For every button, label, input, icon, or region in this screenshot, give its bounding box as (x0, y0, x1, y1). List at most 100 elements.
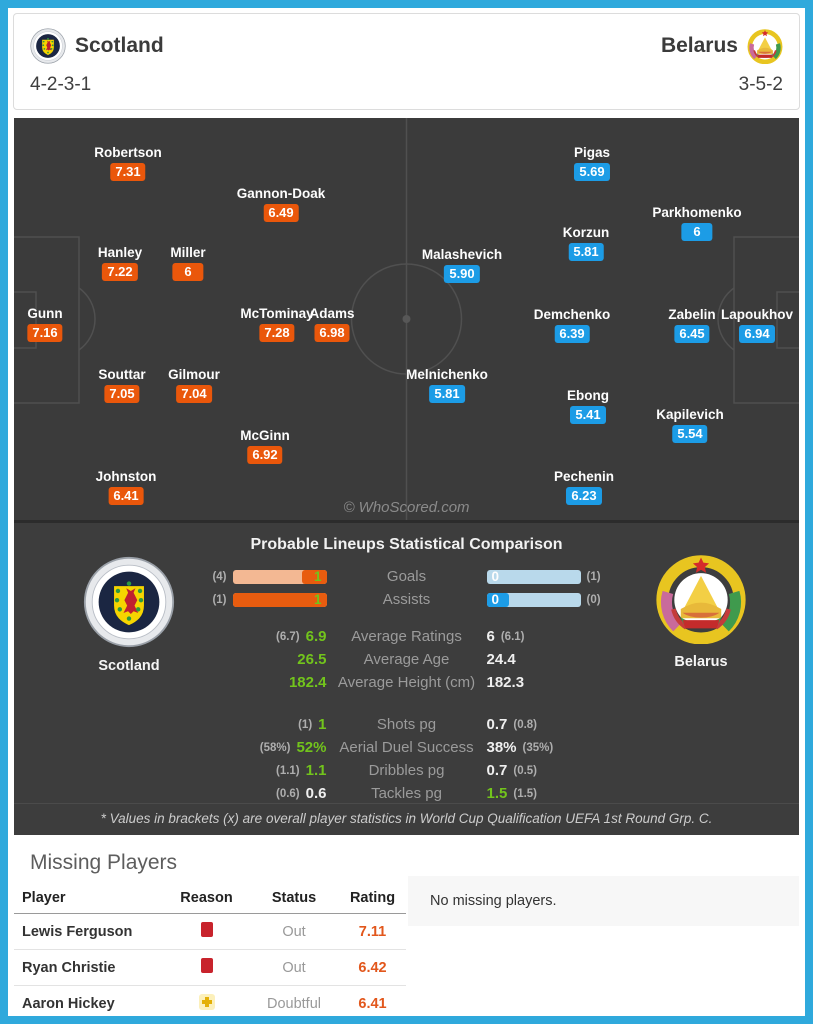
missing-player-rating: 7.11 (339, 913, 406, 950)
missing-players-title: Missing Players (30, 851, 178, 874)
stat-label: Shots pg (376, 716, 437, 733)
home-lineup-value: 0.6 (305, 785, 327, 802)
player-rating-badge: 6.49 (263, 204, 299, 222)
home-goals-bar: 1 (232, 568, 327, 584)
comparison-footnote: * Values in brackets (x) are overall pla… (14, 803, 799, 835)
player-chip-korzun[interactable]: Korzun 5.81 (563, 224, 609, 261)
home-team-link[interactable]: Scotland (30, 28, 164, 64)
stat-row-aerial-duel: (58%) 52% Aerial Duel Success 38% (35%) (167, 737, 647, 758)
home-lineup-value: 1 (318, 716, 327, 733)
player-chip-lapoukhov[interactable]: Lapoukhov 6.94 (721, 306, 793, 343)
player-chip-johnston[interactable]: Johnston 6.41 (96, 468, 156, 505)
away-overall-value: (1) (586, 570, 601, 583)
home-overall-value: (58%) (259, 741, 291, 754)
missing-player-rating: 6.41 (358, 996, 387, 1012)
home-assists-bar: 1 (232, 592, 327, 607)
stat-label: Average Age (363, 651, 450, 668)
player-name: Parkhomenko (652, 205, 742, 220)
player-chip-melnichenko[interactable]: Melnichenko 5.81 (406, 366, 488, 403)
player-chip-kapilevich[interactable]: Kapilevich 5.54 (656, 406, 724, 443)
column-header-reason: Reason (164, 883, 249, 914)
player-rating-badge: 7.05 (104, 385, 140, 403)
player-name: Pechenin (553, 469, 615, 484)
stat-row-assists: (1) 1 Assists 0 (0) (167, 589, 647, 610)
missing-player-link[interactable]: Lewis Ferguson (14, 913, 164, 950)
away-lineup-value: 0 (491, 568, 500, 584)
stat-label: Dribbles pg (368, 762, 445, 779)
home-lineup-value: 1 (313, 568, 322, 584)
away-overall-value: (0.5) (513, 764, 538, 777)
stat-row-tackles-pg: (0.6) 0.6 Tackles pg 1.5 (1.5) (167, 783, 647, 804)
player-name: Souttar (98, 367, 146, 382)
player-chip-pigas[interactable]: Pigas 5.69 (574, 144, 610, 181)
stat-label: Aerial Duel Success (339, 739, 474, 756)
player-chip-gannon-doak[interactable]: Gannon-Doak 6.49 (237, 185, 325, 222)
stat-row-dribbles-pg: (1.1) 1.1 Dribbles pg 0.7 (0.5) (167, 760, 647, 781)
table-row: Ryan Christie Out 6.42 (14, 949, 406, 986)
player-rating-badge: 7.04 (176, 385, 212, 403)
team-row: Scotland Belarus (30, 24, 783, 68)
table-row: Aaron Hickey Doubtful 6.41 (14, 986, 406, 1017)
home-formation: 4-2-3-1 (30, 74, 92, 95)
player-rating-badge: 5.81 (429, 385, 465, 403)
missing-player-link[interactable]: Ryan Christie (14, 949, 164, 986)
away-overall-value: (0) (586, 593, 601, 606)
stat-row-average-ratings: (6.7) 6.9 Average Ratings 6 (6.1) (167, 626, 647, 647)
away-team-link[interactable]: Belarus (661, 28, 783, 64)
section-divider (14, 520, 799, 523)
player-rating-badge: 5.81 (568, 243, 604, 261)
player-name: Demchenko (533, 307, 611, 322)
player-rating-badge: 6 (172, 263, 204, 281)
player-chip-parkhomenko[interactable]: Parkhomenko 6 (652, 204, 742, 241)
player-chip-gilmour[interactable]: Gilmour 7.04 (168, 366, 220, 403)
player-chip-demchenko[interactable]: Demchenko 6.39 (533, 306, 611, 343)
away-lineup-value: 24.4 (486, 651, 516, 668)
stat-label: Assists (382, 591, 431, 608)
home-lineup-value: 26.5 (297, 651, 327, 668)
away-assists-bar: 0 (486, 592, 581, 607)
home-overall-value: (1) (298, 718, 313, 731)
player-chip-mcginn[interactable]: McGinn 6.92 (240, 427, 290, 464)
player-chip-adams[interactable]: Adams 6.98 (309, 305, 355, 342)
stat-row-goals: (4) 1 Goals 0 (1) (167, 566, 647, 587)
lineup-pitch: Gunn 7.16 Robertson 7.31 Hanley 7.22 Mil… (14, 118, 799, 520)
player-chip-malashevich[interactable]: Malashevich 5.90 (422, 246, 502, 283)
player-rating-badge: 6.23 (566, 487, 602, 505)
away-overall-value: (35%) (522, 741, 554, 754)
pitch-markings (14, 118, 799, 520)
home-lineup-value: 182.4 (288, 674, 327, 691)
away-overall-value: (6.1) (500, 630, 525, 643)
player-chip-souttar[interactable]: Souttar 7.05 (98, 366, 146, 403)
home-lineup-value: 1.1 (305, 762, 327, 779)
player-chip-miller[interactable]: Miller 6 (170, 244, 206, 281)
table-row: Lewis Ferguson Out 7.11 (14, 913, 406, 950)
player-name: McGinn (240, 428, 290, 443)
player-rating-badge: 7.28 (259, 324, 295, 342)
away-crest-block: Belarus (642, 552, 760, 670)
stat-label: Average Ratings (351, 628, 462, 645)
belarus-crest-icon (655, 552, 747, 644)
player-name: Miller (170, 245, 206, 260)
player-chip-zabelin[interactable]: Zabelin 6.45 (668, 306, 716, 343)
player-rating-badge: 6.39 (554, 325, 590, 343)
player-name: Zabelin (668, 307, 716, 322)
away-lineup-value: 0.7 (486, 716, 508, 733)
away-lineup-value: 182.3 (486, 674, 525, 691)
player-chip-gunn[interactable]: Gunn 7.16 (27, 305, 63, 342)
doubtful-injury-icon (198, 994, 215, 1010)
player-chip-ebong[interactable]: Ebong 5.41 (567, 387, 609, 424)
belarus-crest-icon (747, 28, 783, 64)
player-chip-pechenin[interactable]: Pechenin 6.23 (554, 468, 614, 505)
away-formation: 3-5-2 (738, 74, 783, 95)
away-overall-value: (0.8) (513, 718, 538, 731)
player-chip-hanley[interactable]: Hanley 7.22 (98, 244, 142, 281)
player-chip-mctominay[interactable]: McTominay 7.28 (240, 305, 314, 342)
red-card-icon (200, 922, 213, 937)
player-chip-robertson[interactable]: Robertson 7.31 (94, 144, 162, 181)
home-crest-label: Scotland (98, 658, 160, 674)
comparison-title: Probable Lineups Statistical Comparison (250, 536, 563, 553)
player-name: Melnichenko (406, 367, 488, 382)
missing-player-link[interactable]: Aaron Hickey (22, 996, 115, 1012)
stat-row-average-age: 26.5 Average Age 24.4 (167, 649, 647, 670)
